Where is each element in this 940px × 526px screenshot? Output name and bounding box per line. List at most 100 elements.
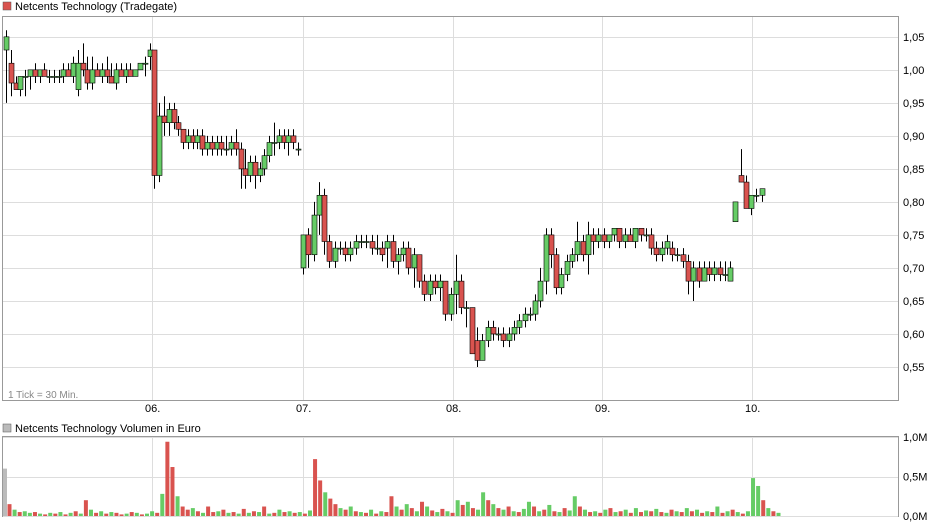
volume-bar xyxy=(221,509,226,516)
volume-bar xyxy=(445,511,450,516)
volume-bar xyxy=(572,496,577,516)
volume-bar xyxy=(343,509,348,516)
candle-body xyxy=(32,69,39,77)
price-y-tick-label: 0,65 xyxy=(903,296,924,308)
candle-body xyxy=(379,247,386,256)
volume-bar xyxy=(577,506,582,516)
volume-bar xyxy=(705,511,710,516)
volume-bar xyxy=(501,509,506,516)
volume-bar xyxy=(12,509,17,516)
volume-bar xyxy=(633,508,638,516)
volume-bar xyxy=(109,512,114,516)
candle-body xyxy=(701,267,708,282)
volume-bar xyxy=(623,509,628,516)
volume-bar xyxy=(241,508,246,516)
candle-body xyxy=(305,234,312,256)
candle-body xyxy=(41,69,48,77)
volume-bar xyxy=(582,509,587,516)
volume-grid xyxy=(3,437,898,517)
price-title-marker xyxy=(2,1,12,11)
candle-body xyxy=(342,247,349,256)
volume-bar xyxy=(761,500,766,516)
candle-body xyxy=(65,69,72,77)
candle-body xyxy=(516,320,523,328)
candle-body xyxy=(727,267,734,282)
price-y-tick-label: 0,70 xyxy=(903,263,924,275)
candle-body xyxy=(601,234,608,242)
volume-bar xyxy=(440,508,445,516)
candle-body xyxy=(595,234,602,242)
candle-body xyxy=(228,142,235,150)
candle-body xyxy=(553,254,560,289)
volume-bar xyxy=(7,504,12,516)
volume-bar xyxy=(272,512,277,516)
volume-bar xyxy=(180,506,185,516)
candles-group xyxy=(3,30,766,367)
volume-y-tick-label: 0,5M xyxy=(903,472,927,484)
candle-body xyxy=(574,241,581,256)
volume-bar xyxy=(231,512,236,516)
candle-body xyxy=(27,69,34,77)
price-y-tick-label: 0,60 xyxy=(903,329,924,341)
volume-panel-title: Netcents Technology Volumen in Euro xyxy=(15,423,201,435)
candle-body xyxy=(132,69,139,77)
candle-body xyxy=(706,267,713,275)
candle-body xyxy=(242,168,249,176)
volume-bar xyxy=(725,511,730,516)
volume-bar xyxy=(735,512,740,516)
candle-body xyxy=(427,280,434,295)
volume-bar xyxy=(562,508,567,516)
candle-body xyxy=(56,76,63,78)
candle-body xyxy=(311,214,318,256)
candle-body xyxy=(632,228,639,242)
candle-body xyxy=(363,241,370,243)
volume-bar xyxy=(715,506,720,516)
candle-body xyxy=(616,228,623,242)
candle-body xyxy=(680,254,687,262)
candle-body xyxy=(166,109,173,123)
volume-bar xyxy=(603,509,608,516)
candle-body xyxy=(285,135,292,143)
candle-body xyxy=(384,241,391,249)
volume-bar xyxy=(435,512,440,516)
price-y-tick-label: 0,85 xyxy=(903,164,924,176)
volume-bar xyxy=(552,511,557,516)
volume-bar xyxy=(557,512,562,516)
volume-bar xyxy=(119,514,124,516)
candle-body xyxy=(252,161,259,176)
volume-bar xyxy=(129,512,134,516)
price-y-tick-label: 1,05 xyxy=(903,32,924,44)
candle-body xyxy=(722,274,729,276)
x-tick-label: 07. xyxy=(296,403,311,415)
candle-body xyxy=(405,247,412,269)
volume-bar xyxy=(104,513,109,516)
candle-body xyxy=(421,280,428,295)
candle-body xyxy=(347,247,354,256)
volume-bar xyxy=(756,485,761,516)
volume-bar xyxy=(659,512,664,516)
volume-bar xyxy=(17,512,22,516)
candle-body xyxy=(653,247,660,256)
volume-bar xyxy=(491,504,496,516)
volume-bar xyxy=(302,513,307,516)
volume-bar xyxy=(644,510,649,516)
volume-bar xyxy=(155,512,160,516)
candle-body xyxy=(690,267,697,282)
volume-bar xyxy=(521,508,526,516)
candle-body xyxy=(353,241,360,249)
price-y-ticks: 1,05 1,00 0,95 0,90 0,85 0,80 0,75 0,70 0,65 0,60… xyxy=(903,32,924,374)
volume-bar xyxy=(379,511,384,516)
candle-body xyxy=(60,69,67,77)
volume-bar xyxy=(150,511,155,516)
volume-bar xyxy=(134,512,139,516)
candle-body xyxy=(374,247,381,250)
volume-bar xyxy=(170,467,175,516)
volume-bar xyxy=(679,512,684,516)
candle-body xyxy=(233,142,240,150)
candle-body xyxy=(743,181,750,209)
volume-bar xyxy=(251,511,256,516)
candle-body xyxy=(337,247,344,250)
candle-body xyxy=(51,76,58,78)
volume-title-marker xyxy=(2,423,12,433)
